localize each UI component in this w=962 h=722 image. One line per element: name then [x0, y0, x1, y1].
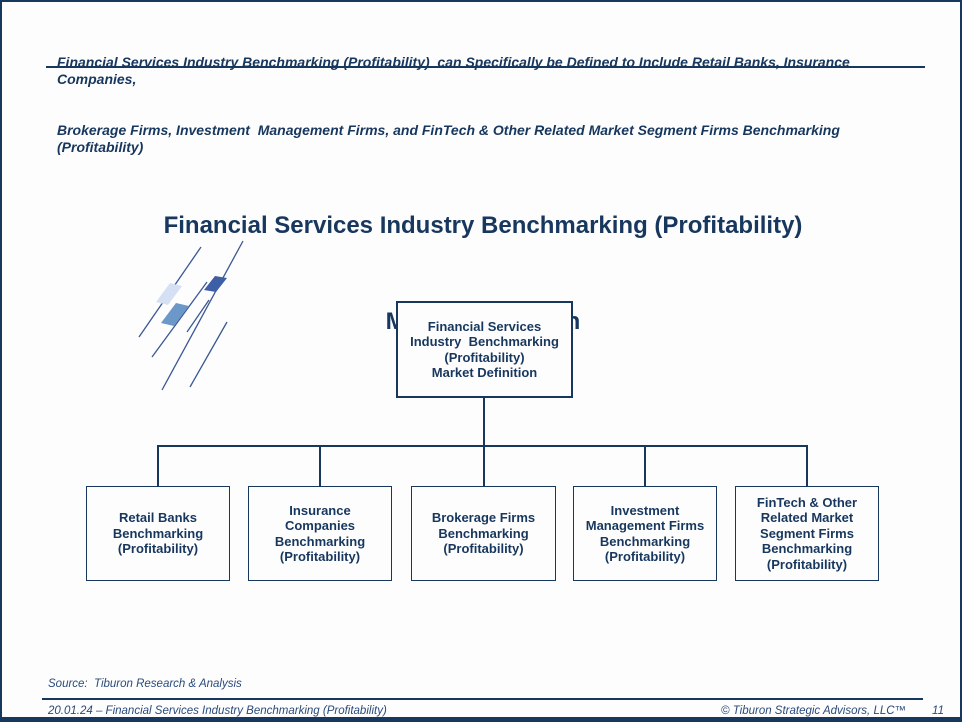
connector-drop-fintech — [806, 446, 808, 486]
connector-drop-investment-mgmt — [644, 446, 646, 486]
footer-right-group: © Tiburon Strategic Advisors, LLC™ 11 — [721, 705, 944, 717]
connector-horizontal-bar — [157, 445, 808, 447]
page-number: 11 — [932, 705, 944, 717]
connector-drop-insurance — [319, 446, 321, 486]
logo-diagonal-line — [189, 321, 228, 388]
logo-diamond-dark — [204, 276, 227, 292]
headline-line-1: Financial Services Industry Benchmarking… — [57, 54, 858, 87]
org-chart-box-fintech-other: FinTech & Other Related Market Segment F… — [735, 486, 879, 581]
connector-drop-retail-banks — [157, 446, 159, 486]
org-chart-box-investment-management-firms: Investment Management Firms Benchmarking… — [573, 486, 717, 581]
org-chart-box-retail-banks: Retail Banks Benchmarking (Profitability… — [86, 486, 230, 581]
org-chart-box-insurance-companies: Insurance Companies Benchmarking (Profit… — [248, 486, 392, 581]
footer-divider-line — [42, 698, 923, 700]
logo-diagonal-line — [151, 281, 208, 358]
footer-copyright: © Tiburon Strategic Advisors, LLC™ — [721, 705, 907, 717]
footer-date-title: 20.01.24 – Financial Services Industry B… — [48, 705, 387, 717]
org-chart-root-box: Financial Services Industry Benchmarking… — [396, 301, 573, 398]
header-divider-line — [46, 66, 925, 68]
source-note: Source: Tiburon Research & Analysis — [48, 678, 242, 690]
org-chart-box-brokerage-firms: Brokerage Firms Benchmarking (Profitabil… — [411, 486, 556, 581]
logo-diagonal-line — [186, 299, 210, 333]
logo-diamond-light — [156, 283, 182, 305]
connector-drop-brokerage — [483, 446, 485, 486]
logo-diamond-medium — [161, 303, 189, 326]
logo-diagonal-line — [161, 240, 244, 391]
diagonal-lines-diamonds-logo-icon — [138, 240, 244, 391]
headline-line-2: Brokerage Firms, Investment Management F… — [57, 122, 844, 155]
connector-root-stem — [483, 398, 485, 446]
slide-title-line-1: Financial Services Industry Benchmarking… — [163, 212, 803, 239]
